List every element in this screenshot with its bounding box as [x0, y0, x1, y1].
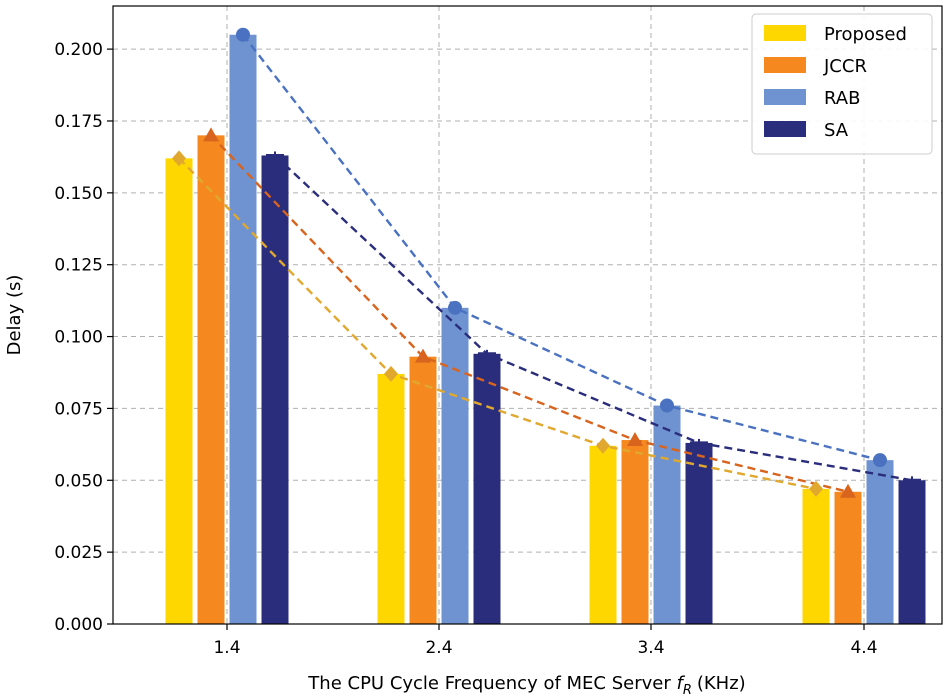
bar	[229, 34, 257, 624]
trend-lines	[178, 34, 913, 493]
bar	[441, 307, 469, 624]
marker-diamond	[596, 437, 610, 454]
bar	[866, 460, 894, 624]
marker-triangle	[415, 348, 431, 363]
legend-label: RAB	[824, 88, 860, 109]
x-tick-label: 1.4	[213, 638, 240, 658]
bar	[377, 373, 405, 624]
legend: Proposed JCCR RAB SA	[751, 13, 933, 155]
marker-circle	[660, 398, 674, 413]
legend-swatch	[764, 57, 806, 73]
legend-swatch	[764, 25, 806, 41]
marker-circle	[873, 453, 887, 468]
legend-label: Proposed	[824, 24, 907, 45]
bar	[898, 480, 926, 624]
marker-diamond	[384, 365, 398, 382]
x-axis-label: The CPU Cycle Frequency of MEC Server fR…	[307, 673, 745, 698]
legend-label: SA	[824, 120, 849, 141]
plot-frame	[112, 5, 943, 625]
marker-triangle	[840, 483, 856, 498]
y-tick-label: 0.025	[54, 543, 103, 563]
x-tick-label: 3.4	[637, 638, 664, 658]
y-tick-label: 0.125	[54, 256, 103, 276]
markers	[172, 27, 921, 498]
legend-swatch	[764, 121, 806, 137]
x-axis: 1.4 2.4 3.4 4.4	[213, 624, 878, 658]
bar	[473, 353, 501, 624]
y-tick-label: 0.075	[54, 399, 103, 419]
y-tick-label: 0.150	[54, 184, 103, 204]
series-line	[274, 154, 913, 482]
bar	[802, 488, 830, 624]
bar	[409, 356, 437, 624]
bar	[621, 440, 649, 624]
bar	[834, 491, 862, 624]
bar	[653, 405, 681, 624]
bars	[165, 34, 926, 625]
legend-swatch	[764, 89, 806, 105]
marker-triangle	[627, 432, 643, 447]
marker-circle	[236, 27, 250, 42]
bar	[197, 135, 225, 625]
x-axis-label-text: The CPU Cycle Frequency of MEC Server	[307, 673, 671, 694]
x-tick-label: 4.4	[850, 638, 877, 658]
legend-box	[751, 13, 933, 155]
legend-label: JCCR	[823, 56, 867, 77]
x-axis-label-subscript: R	[683, 683, 692, 698]
x-axis-label-unit: (KHz)	[697, 673, 746, 694]
x-tick-label: 2.4	[425, 638, 452, 658]
y-tick-label: 0.200	[54, 40, 103, 60]
y-axis: 0.000 0.025 0.050 0.075 0.100 0.125 0.150 0.175…	[54, 40, 113, 635]
y-tick-label: 0.000	[54, 615, 103, 635]
marker-diamond	[809, 480, 823, 497]
y-tick-label: 0.050	[54, 471, 103, 491]
bar	[685, 442, 713, 624]
bar	[261, 155, 289, 624]
marker-triangle	[203, 127, 219, 142]
bar	[589, 445, 617, 624]
x-axis-label-symbol: f	[676, 673, 685, 694]
series-line	[242, 34, 881, 462]
marker-diamond	[172, 150, 186, 167]
y-tick-label: 0.100	[54, 328, 103, 348]
y-tick-label: 0.175	[54, 112, 103, 132]
bar	[165, 158, 193, 625]
series-line	[210, 134, 849, 493]
y-axis-label: Delay (s)	[4, 275, 25, 356]
marker-circle	[448, 300, 462, 315]
